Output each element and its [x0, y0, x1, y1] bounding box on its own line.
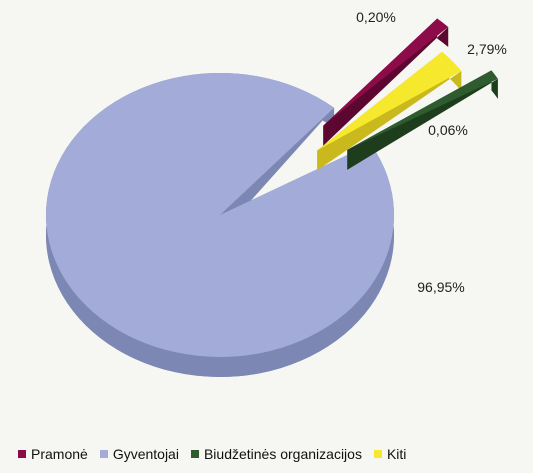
legend-item: Biudžetinės organizacijos	[190, 446, 362, 462]
legend-swatch	[190, 450, 199, 458]
legend-label: Kiti	[386, 446, 407, 462]
chart-legend: Pramonė Gyventojai Biudžetinės organizacij…	[18, 446, 406, 462]
legend-item: Gyventojai	[99, 446, 179, 462]
data-label: 0,06%	[428, 122, 468, 138]
legend-item: Kiti	[373, 446, 407, 462]
legend-label: Pramonė	[31, 446, 88, 462]
legend-swatch	[18, 450, 26, 458]
legend-label: Gyventojai	[112, 446, 179, 462]
pie-slice-top	[317, 51, 462, 151]
data-label: 0,20%	[356, 9, 396, 25]
pie-slice-biud-etin-s-organizacijos	[347, 70, 498, 170]
legend-label: Biudžetinės organizacijos	[203, 446, 362, 462]
pie-slice-top	[46, 73, 394, 357]
pie-slice-top	[323, 18, 449, 126]
data-label: 96,95%	[417, 279, 464, 295]
pie-slice-pramon-	[323, 18, 449, 146]
pie-slice-top	[347, 70, 498, 150]
legend-swatch	[373, 450, 382, 458]
legend-item: Pramonė	[18, 446, 88, 462]
pie-slice-kiti	[317, 51, 462, 171]
legend-swatch	[99, 450, 108, 458]
data-label: 2,79%	[467, 41, 507, 57]
pie-slice-gyventojai	[46, 73, 395, 378]
